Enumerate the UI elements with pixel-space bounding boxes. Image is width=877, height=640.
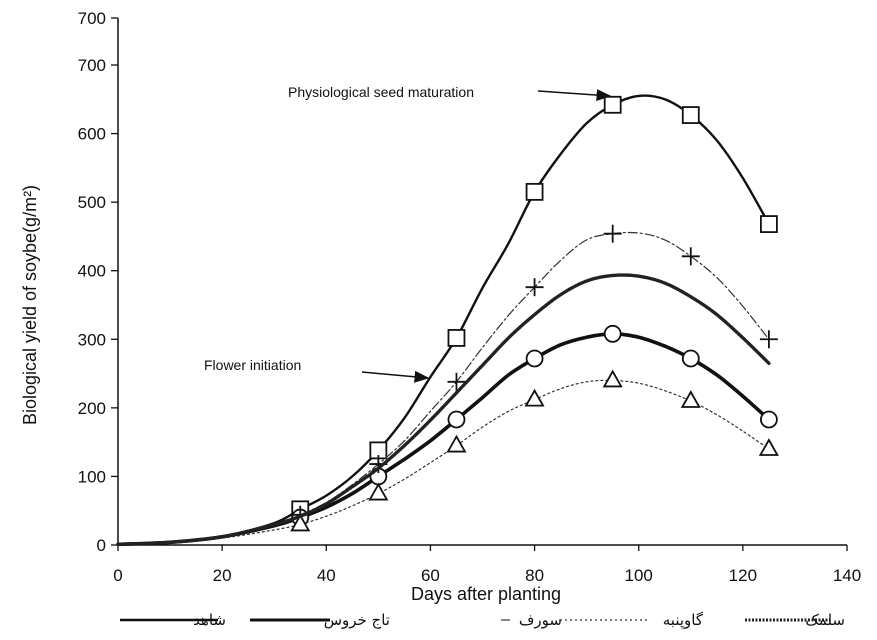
x-tick-label: 120	[729, 566, 757, 585]
data-point-square	[447, 329, 466, 347]
y-tick-label: 0	[97, 536, 106, 555]
data-point-triangle	[602, 369, 623, 388]
annotation-arrow-maturation	[537, 89, 612, 102]
data-point-triangle	[290, 513, 311, 532]
annotation-layer: Physiological seed maturation Flower init…	[204, 84, 612, 383]
data-point-square	[525, 182, 544, 201]
y-tick-label: 400	[78, 262, 106, 281]
x-tick-label: 40	[317, 566, 336, 585]
data-point-square	[759, 215, 778, 233]
x-tick-label: 60	[421, 566, 440, 585]
data-point-circle	[681, 349, 700, 368]
annotation-arrow-flower	[361, 370, 430, 383]
x-tick-label: 100	[625, 566, 653, 585]
x-tick-label: 140	[833, 566, 861, 585]
data-point-triangle	[758, 438, 779, 456]
series-line	[116, 94, 771, 546]
legend-label: تاج خروس	[324, 611, 390, 630]
series-layer	[116, 94, 779, 547]
legend-label: سلمک	[805, 611, 845, 629]
data-point-plus	[447, 372, 466, 391]
series-3	[117, 224, 778, 545]
series-1	[116, 94, 778, 546]
data-point-triangle	[524, 388, 545, 407]
series-line	[116, 273, 771, 546]
data-point-plus	[681, 247, 700, 266]
series-4	[117, 369, 779, 545]
data-point-triangle	[680, 390, 701, 408]
data-point-circle	[525, 349, 544, 368]
data-point-square	[603, 95, 622, 114]
annotation-maturation: Physiological seed maturation	[288, 84, 474, 100]
data-point-circle	[603, 324, 622, 343]
data-point-circle	[447, 410, 466, 429]
data-point-plus	[525, 278, 544, 297]
axes: 0 100 200 300 400 500 600 700 700 0 20 40 60 80 100 120…	[78, 9, 862, 585]
series-line	[117, 231, 770, 545]
x-tick-label: 20	[213, 566, 232, 585]
y-tick-label: 500	[78, 193, 106, 212]
data-point-triangle	[368, 482, 389, 501]
legend-label: شاهد	[193, 611, 226, 629]
legend: شاهد تاج خروس سورف گاوپنبه سلمک	[120, 611, 845, 630]
y-tick-label-top: 700	[78, 9, 106, 28]
y-tick-label: 100	[78, 467, 106, 486]
data-point-circle	[759, 410, 778, 429]
y-tick-label: 300	[78, 330, 106, 349]
annotation-flower: Flower initiation	[204, 357, 301, 373]
legend-label: گاوپنبه	[663, 611, 704, 630]
x-tick-label: 80	[525, 566, 544, 585]
data-point-square	[681, 106, 700, 124]
y-tick-label: 200	[78, 399, 106, 418]
series-5	[116, 273, 771, 546]
data-point-plus	[603, 224, 622, 243]
legend-label: سورف	[519, 611, 562, 629]
x-tick-label: 0	[113, 566, 122, 585]
y-tick-label: 600	[78, 125, 106, 144]
data-point-triangle	[446, 434, 467, 453]
data-point-plus	[759, 330, 778, 349]
y-tick-label: 700	[78, 56, 106, 75]
x-axis-title: Days after planting	[411, 584, 561, 604]
y-axis-title: Biological yield of soybe(g/m²)	[20, 185, 40, 425]
